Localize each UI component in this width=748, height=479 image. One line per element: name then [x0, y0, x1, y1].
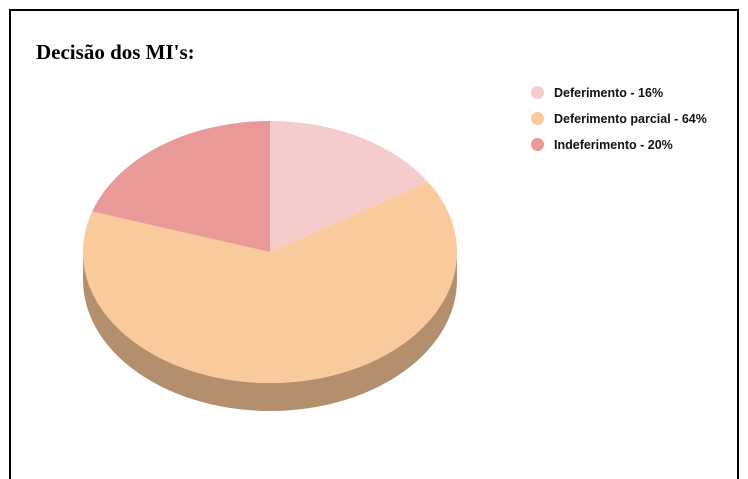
legend-swatch-1: [531, 112, 544, 125]
legend-label-1: Deferimento parcial - 64%: [554, 111, 707, 126]
pie-slice-1[interactable]: [82, 181, 457, 384]
legend-swatch-2: [531, 138, 544, 151]
pie-slice-2[interactable]: [92, 121, 271, 252]
legend-item-2[interactable]: Indeferimento - 20%: [531, 135, 707, 154]
legend-item-1[interactable]: Deferimento parcial - 64%: [531, 109, 707, 128]
legend-item-0[interactable]: Deferimento - 16%: [531, 83, 707, 102]
legend-swatch-0: [531, 86, 544, 99]
legend-label-2: Indeferimento - 20%: [554, 137, 673, 152]
chart-title: Decisão dos MI's:: [36, 40, 195, 64]
chart-frame: Decisão dos MI's: Deferimento - 16% Defer…: [9, 9, 739, 479]
legend-label-0: Deferimento - 16%: [554, 85, 664, 100]
chart-legend: Deferimento - 16% Deferimento parcial - 6…: [531, 83, 707, 161]
pie-chart: [82, 121, 457, 411]
pie-side-1: [83, 252, 457, 411]
pie-slice-0[interactable]: [270, 121, 428, 252]
